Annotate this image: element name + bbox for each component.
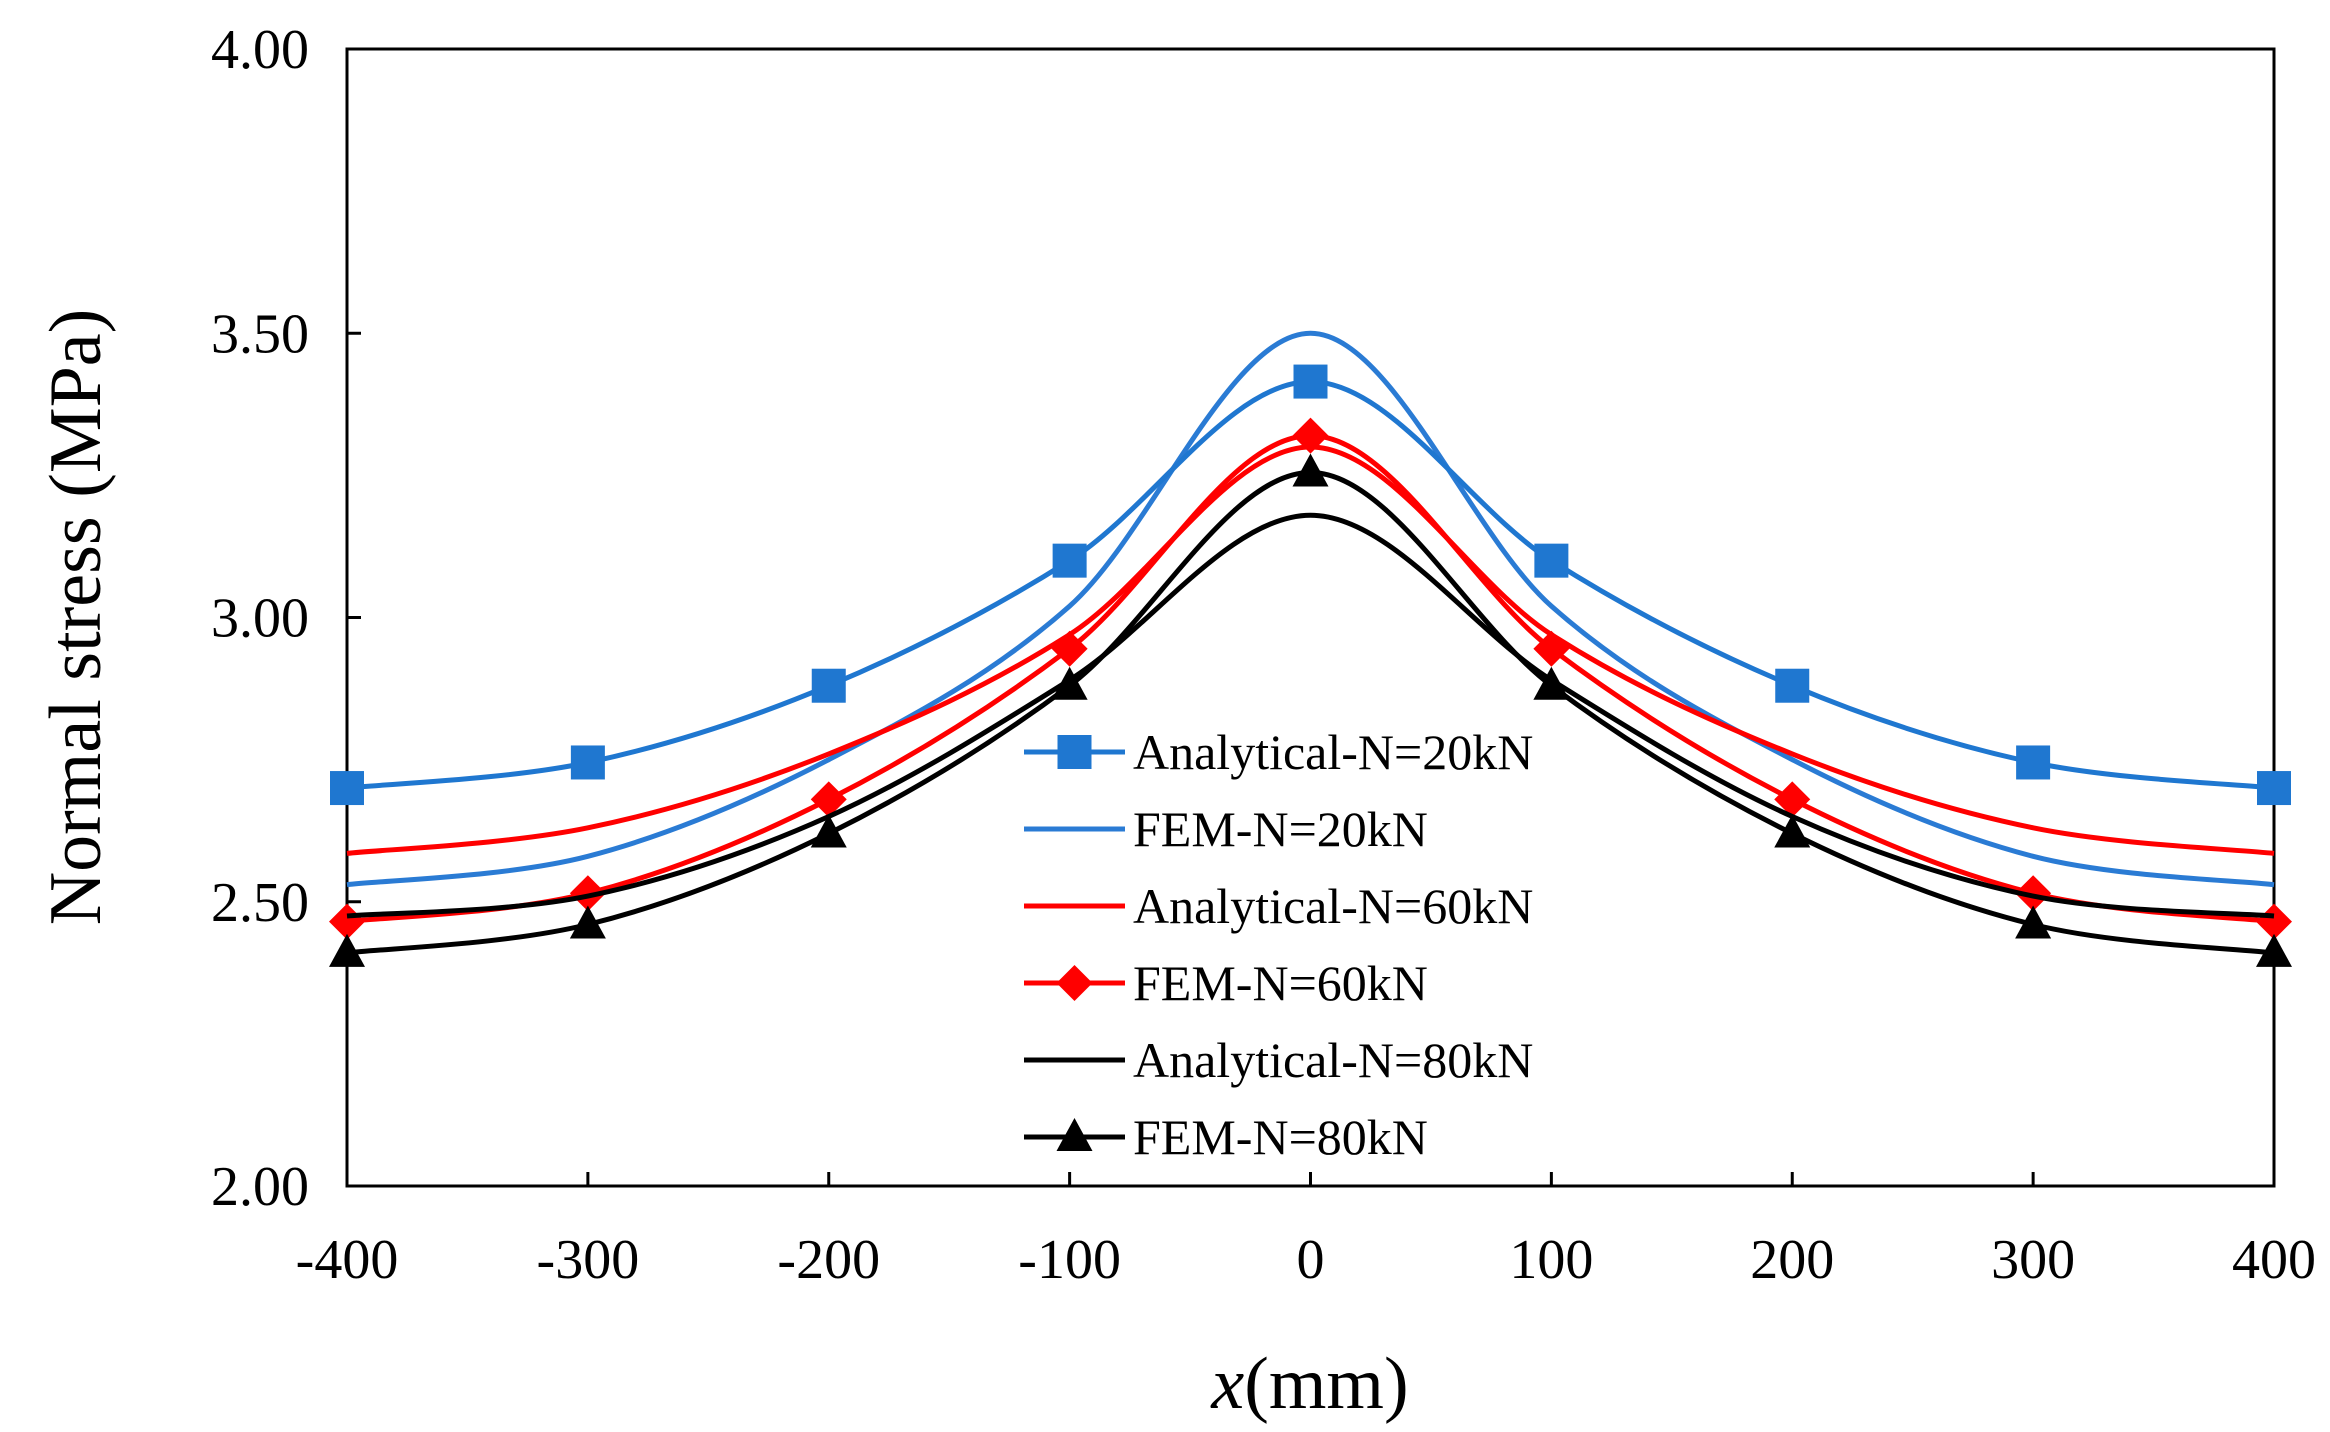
- legend: Analytical-N=20kN FEM-N=20kN Analytical-N=…: [1024, 724, 1533, 1165]
- data-point: [1292, 453, 1329, 487]
- series-FEM-N=20kN: [346, 330, 2275, 888]
- legend-item: FEM-N=60kN: [1024, 955, 1428, 1011]
- x-axis-title-unit: (mm): [1244, 1343, 1408, 1425]
- data-point: [329, 903, 365, 940]
- y-tick-label: 4.00: [211, 19, 309, 81]
- legend-swatch-marker: [1056, 965, 1093, 1001]
- data-point: [570, 745, 605, 780]
- data-point: [1293, 364, 1328, 399]
- data-point: [811, 668, 846, 703]
- x-tick-label: -200: [777, 1229, 880, 1291]
- series-line: [346, 330, 2275, 888]
- data-point: [1533, 666, 1570, 700]
- series-Analytical-N=80kN: [346, 512, 2275, 919]
- axis-ticks: -400 -300 -200 -100 0 100 200 300 400 2.00 2.50 3.0…: [211, 19, 2316, 1291]
- data-point: [1051, 666, 1088, 700]
- data-point: [1774, 781, 1811, 818]
- data-point: [569, 905, 606, 939]
- legend-item: FEM-N=20kN: [1024, 801, 1428, 857]
- legend-item: Analytical-N=80kN: [1024, 1032, 1533, 1088]
- data-point: [810, 814, 847, 848]
- data-point: [2015, 905, 2052, 939]
- x-tick-label: 400: [2232, 1229, 2316, 1291]
- plot-area: [345, 47, 2276, 1188]
- series-Analytical-N=20kN: [330, 364, 2291, 806]
- y-tick-label: 2.00: [211, 1156, 309, 1218]
- x-tick-label: 100: [1509, 1229, 1593, 1291]
- legend-swatch-marker: [1056, 1118, 1093, 1151]
- x-tick-label: -400: [296, 1229, 399, 1291]
- data-point: [1052, 543, 1087, 578]
- data-point: [2256, 903, 2292, 940]
- data-point: [1051, 630, 1088, 667]
- data-point: [2016, 745, 2051, 780]
- series-FEM-N=80kN: [329, 453, 2292, 967]
- y-tick-label: 2.50: [211, 872, 309, 934]
- legend-label: FEM-N=80kN: [1133, 1109, 1428, 1165]
- x-axis-title-variable: x: [1210, 1343, 1244, 1425]
- x-tick-label: -300: [537, 1229, 640, 1291]
- data-point: [810, 781, 847, 818]
- data-point: [329, 933, 365, 967]
- y-tick-label: 3.50: [211, 303, 309, 365]
- data-point: [2015, 875, 2052, 912]
- legend-label: Analytical-N=80kN: [1133, 1032, 1533, 1088]
- x-tick-label: 300: [1991, 1229, 2075, 1291]
- legend-swatch-marker: [1057, 735, 1092, 769]
- data-point: [1775, 668, 1810, 703]
- series-FEM-N=60kN: [329, 417, 2292, 940]
- legend-label: Analytical-N=20kN: [1133, 724, 1533, 780]
- legend-label: FEM-N=20kN: [1133, 801, 1428, 857]
- x-tick-label: -100: [1018, 1229, 1121, 1291]
- data-point: [2257, 771, 2291, 806]
- data-point: [330, 771, 364, 806]
- legend-item: Analytical-N=60kN: [1024, 878, 1533, 934]
- legend-label: Analytical-N=60kN: [1133, 878, 1533, 934]
- data-point: [1774, 814, 1811, 848]
- legend-item: FEM-N=80kN: [1024, 1109, 1428, 1165]
- legend-item: Analytical-N=20kN: [1024, 724, 1533, 780]
- y-tick-label: 3.00: [211, 588, 309, 650]
- series-line: [346, 512, 2275, 919]
- x-axis-title: x(mm): [1210, 1343, 1408, 1425]
- data-point: [1534, 543, 1569, 578]
- series-layer: [329, 330, 2292, 967]
- y-axis-title: Normal stress (MPa): [35, 309, 117, 926]
- x-tick-label: 200: [1750, 1229, 1834, 1291]
- data-point: [1292, 417, 1329, 454]
- data-point: [2256, 933, 2292, 967]
- data-point: [1533, 630, 1570, 667]
- x-tick-label: 0: [1297, 1229, 1325, 1291]
- legend-label: FEM-N=60kN: [1133, 955, 1428, 1011]
- data-point: [569, 875, 606, 912]
